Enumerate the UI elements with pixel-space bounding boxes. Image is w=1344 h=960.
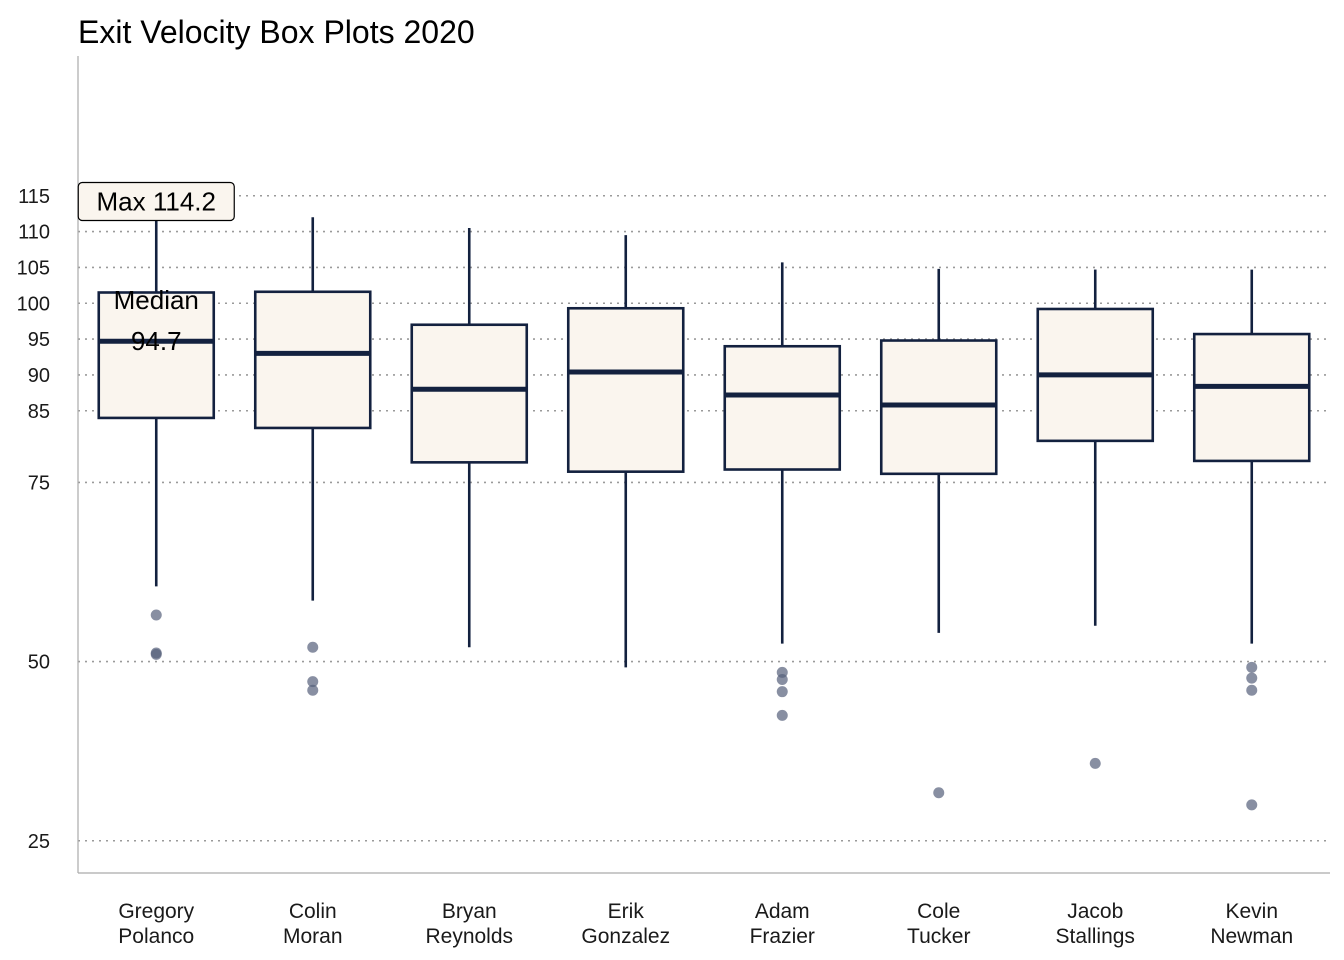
outlier-point [776,674,788,685]
box-7 [1192,269,1311,811]
box-2 [410,228,529,648]
box-iqr [253,290,372,430]
outlier-point [150,609,162,621]
chart-title: Exit Velocity Box Plots 2020 [78,14,475,50]
box-iqr [566,306,685,473]
y-tick-label: 100 [17,293,50,315]
y-tick-label: 105 [17,257,50,279]
box-6 [1036,269,1155,769]
outlier-point [933,787,945,799]
x-tick-label: Gregory Polanco [118,900,194,948]
x-tick-label: Jacob Stallings [1056,900,1135,948]
outlier-point [1246,799,1258,811]
y-tick-label: 115 [18,186,50,208]
box-iqr [410,323,529,464]
y-tick-label: 25 [28,831,50,853]
annotation-box [77,181,235,222]
box-4 [723,262,842,721]
x-tick-label: Adam Frazier [750,900,815,948]
box-iqr [723,344,842,471]
box-0 [97,201,216,660]
outlier-point [307,676,319,688]
x-tick-label: Colin Moran [283,900,343,948]
y-tick-label: 85 [28,401,50,423]
x-tick-label: Cole Tucker [907,900,970,948]
annotation-label: Median 94.7 [114,285,199,356]
y-tick-label: 110 [18,222,50,244]
max-annotation: Max 114.2 [77,181,235,222]
outlier-point [1089,757,1101,769]
box-1 [253,217,372,696]
x-tick-label: Kevin Newman [1210,900,1293,948]
box-3 [566,235,685,668]
box-iqr [1192,332,1311,463]
y-tick-label: 50 [28,652,50,674]
median-annotation: Median 94.7 [114,285,199,356]
outlier-point [1246,684,1258,696]
y-tick-label: 95 [28,329,50,351]
y-axis: 25 50 75 85 90 95 100 105 110 115 [17,186,50,853]
outlier-point [150,647,162,659]
box-iqr [97,291,216,420]
annotation-label: Max 114.2 [97,186,216,216]
outlier-point [1246,672,1258,684]
x-tick-label: Erik Gonzalez [581,900,670,948]
y-tick-label: 90 [28,365,50,387]
y-tick-label: 75 [28,472,50,494]
box-5 [879,268,998,799]
outlier-point [307,684,319,696]
outlier-point [776,686,788,698]
outlier-point [1246,661,1258,673]
x-tick-label: Bryan Reynolds [425,900,513,948]
x-axis: Gregory Polanco Colin Moran Bryan Reynolds Eri… [118,900,1293,948]
outlier-point [307,641,319,653]
outlier-point [776,709,788,721]
